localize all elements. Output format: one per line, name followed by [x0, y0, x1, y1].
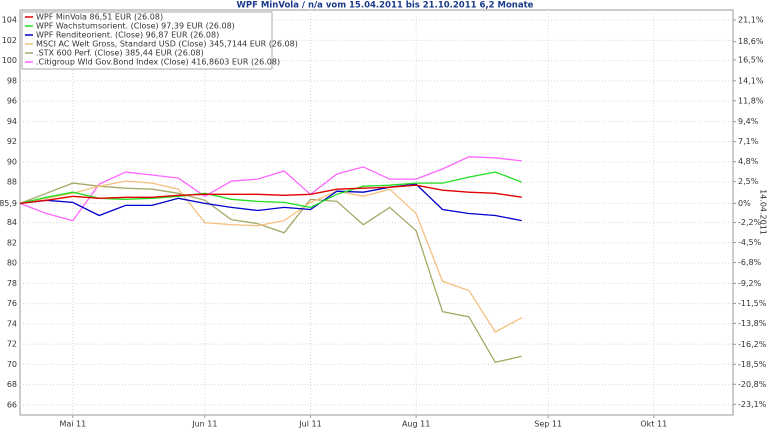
legend-label: .STX 600 Perf. (Close) 385,44 EUR (26.08… — [36, 49, 204, 58]
series-line — [19, 183, 522, 222]
y2-tick-label: 9,4% — [738, 117, 759, 126]
y-tick-label: 104 — [2, 16, 17, 25]
y2-tick-label: -6,8% — [738, 258, 762, 267]
y-tick-label: 100 — [2, 56, 17, 65]
x-tick-label: Jul 11 — [298, 420, 321, 429]
y-tick-label: 68 — [7, 380, 17, 389]
y2-tick-label: 14,1% — [738, 76, 764, 85]
y-tick-label: 84 — [7, 218, 17, 227]
y2-axis-label: 14.04.2011 — [759, 189, 768, 235]
y-tick-label: 80 — [7, 259, 17, 268]
y2-tick-label: -2,2% — [738, 218, 762, 227]
y2-tick-label: 7,1% — [738, 137, 759, 146]
x-tick-label: Jun 11 — [191, 420, 217, 429]
legend-label: WPF Wachstumsorient. (Close) 97,39 EUR (… — [36, 22, 235, 31]
y2-tick-label: -20,8% — [738, 380, 767, 389]
y-tick-label: 70 — [7, 360, 17, 369]
y-tick-label: 85,9 — [0, 199, 17, 208]
y2-tick-label: 4,8% — [738, 157, 759, 166]
y-tick-label: 74 — [7, 319, 17, 328]
y-tick-label: 82 — [7, 238, 17, 247]
legend-label: WPF Renditeorient. (Close) 96,87 EUR (26… — [36, 31, 219, 40]
y-tick-label: 92 — [7, 137, 17, 146]
y-tick-label: 96 — [7, 97, 17, 106]
y2-tick-label: -11,5% — [738, 299, 767, 308]
legend-label: .Citigroup Wld Gov.Bond Index (Close) 41… — [36, 58, 280, 67]
y2-tick-label: -23,1% — [738, 400, 767, 409]
y-tick-label: 66 — [7, 400, 17, 409]
series-line — [19, 184, 522, 205]
x-tick-label: Aug 11 — [402, 420, 430, 429]
y2-tick-label: 18,6% — [738, 37, 764, 46]
legend-label: MSCI AC Welt Gross, Standard USD (Close)… — [36, 40, 298, 49]
y2-tick-label: -18,5% — [738, 360, 767, 369]
y-tick-label: 98 — [7, 76, 17, 85]
y-tick-label: 102 — [2, 36, 17, 45]
y2-tick-label: 11,8% — [738, 96, 764, 105]
y-tick-label: 88 — [7, 178, 17, 187]
y-tick-label: 78 — [7, 279, 17, 288]
y2-tick-label: -13,8% — [738, 319, 767, 328]
y-tick-label: 76 — [7, 299, 17, 308]
y-tick-label: 72 — [7, 340, 17, 349]
legend-label: WPF MinVola 86,51 EUR (26.08) — [36, 13, 163, 22]
x-tick-label: Sep 11 — [534, 420, 562, 429]
y2-tick-label: 21,1% — [738, 15, 764, 24]
y2-tick-label: -16,2% — [738, 340, 767, 349]
y2-tick-label: 16,5% — [738, 55, 764, 64]
x-tick-label: Mai 11 — [59, 420, 86, 429]
series-line — [19, 156, 522, 222]
x-tick-label: Okt 11 — [640, 420, 667, 429]
y2-tick-label: 0% — [738, 199, 751, 208]
y2-tick-label: -4,5% — [738, 238, 762, 247]
legend-box — [21, 11, 273, 70]
series-line — [19, 180, 523, 333]
y2-tick-label: -9,2% — [738, 279, 762, 288]
plot-border — [19, 9, 734, 416]
y-tick-label: 94 — [7, 117, 17, 126]
series-line — [19, 182, 522, 364]
chart-title: WPF MinVola / n/a vom 15.04.2011 bis 21.… — [237, 1, 534, 11]
y-tick-label: 90 — [7, 157, 17, 166]
y2-tick-label: 2,5% — [738, 177, 759, 186]
